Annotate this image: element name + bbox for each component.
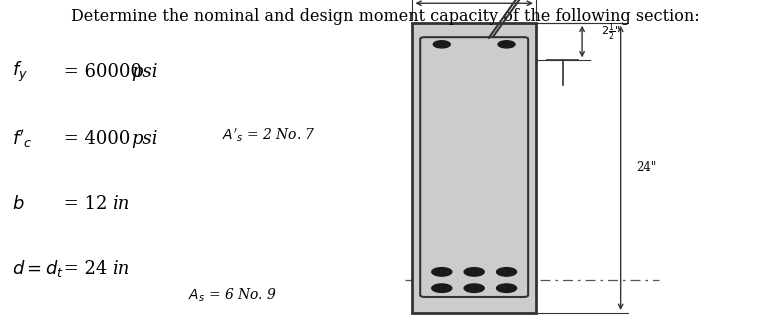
Text: $b$: $b$ bbox=[12, 195, 24, 213]
Text: = 60000: = 60000 bbox=[58, 63, 147, 81]
Text: = 24: = 24 bbox=[58, 260, 113, 278]
Text: $2\frac{1}{2}$": $2\frac{1}{2}$" bbox=[601, 21, 621, 42]
Bar bbox=[412, 23, 536, 313]
FancyBboxPatch shape bbox=[420, 37, 528, 297]
Circle shape bbox=[498, 41, 515, 48]
Text: in: in bbox=[112, 260, 130, 278]
Text: 12": 12" bbox=[464, 0, 484, 2]
Text: $A'_s$ = 2 No. 7: $A'_s$ = 2 No. 7 bbox=[223, 126, 316, 144]
Text: Determine the nominal and design moment capacity of the following section:: Determine the nominal and design moment … bbox=[71, 8, 700, 25]
Text: = 4000: = 4000 bbox=[58, 129, 136, 148]
Circle shape bbox=[497, 268, 517, 276]
Circle shape bbox=[464, 284, 484, 292]
Circle shape bbox=[497, 284, 517, 292]
Text: psi: psi bbox=[131, 129, 157, 148]
Text: 24": 24" bbox=[636, 161, 656, 174]
Text: = 12: = 12 bbox=[58, 195, 113, 213]
Circle shape bbox=[432, 284, 452, 292]
Circle shape bbox=[464, 268, 484, 276]
Text: psi: psi bbox=[131, 63, 157, 81]
Circle shape bbox=[432, 268, 452, 276]
Text: $d = d_t$: $d = d_t$ bbox=[12, 259, 64, 279]
Text: in: in bbox=[112, 195, 130, 213]
Circle shape bbox=[433, 41, 450, 48]
Text: $f'_c$: $f'_c$ bbox=[12, 127, 32, 150]
Text: $A_s$ = 6 No. 9: $A_s$ = 6 No. 9 bbox=[188, 286, 278, 304]
Text: $f_y$: $f_y$ bbox=[12, 60, 28, 84]
